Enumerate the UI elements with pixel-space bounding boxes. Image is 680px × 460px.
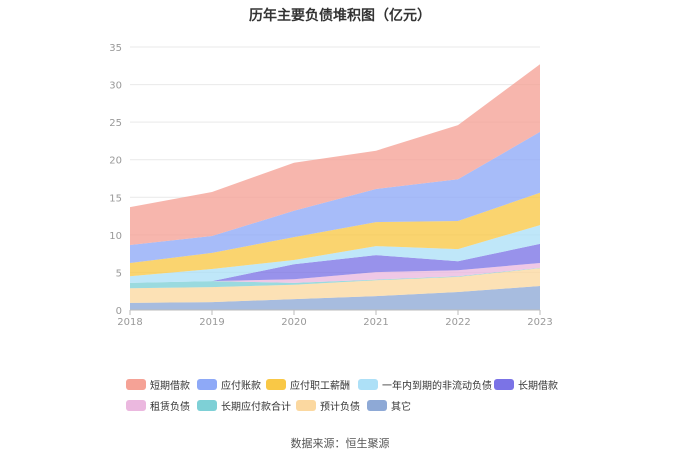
series-area-3 (130, 225, 540, 283)
legend-swatch (126, 399, 146, 411)
legend-item-accounts-payable[interactable]: 应付账款 (197, 377, 261, 392)
y-tick-label: 30 (109, 81, 122, 92)
legend-label: 租赁负债 (150, 401, 190, 413)
y-tick-label: 10 (109, 231, 122, 242)
series-area-8 (130, 286, 540, 310)
series-area-4 (130, 243, 540, 283)
series-area-2 (130, 192, 540, 277)
legend-swatch (266, 378, 286, 390)
legend-item-long-term-payables[interactable]: 长期应付款合计 (197, 398, 291, 413)
series-area-7 (130, 268, 540, 303)
y-tick-label: 15 (109, 193, 122, 204)
legend-swatch (358, 378, 378, 390)
series-area-1 (130, 131, 540, 263)
series-area-5 (130, 263, 540, 283)
legend-swatch (296, 399, 316, 411)
legend-label: 短期借款 (150, 380, 190, 392)
legend-swatch (126, 378, 146, 390)
y-tick-label: 0 (116, 306, 122, 317)
legend-label: 长期借款 (518, 380, 558, 392)
y-tick-label: 5 (116, 268, 122, 279)
x-tick-label: 2020 (281, 317, 306, 328)
series-area-6 (130, 267, 540, 289)
legend-label: 应付职工薪酬 (290, 380, 350, 392)
series-area-0 (130, 64, 540, 245)
data-source-note: 数据来源：恒生聚源 (290, 437, 390, 450)
legend-label: 一年内到期的非流动负债 (382, 380, 492, 392)
legend-label: 预计负债 (320, 401, 360, 413)
y-tick-label: 35 (109, 43, 122, 54)
legend-swatch (197, 399, 217, 411)
legend-item-other[interactable]: 其它 (367, 398, 411, 413)
legend-item-long-term-loans[interactable]: 长期借款 (494, 377, 558, 392)
y-tick-label: 25 (109, 118, 122, 129)
legend-item-payroll-payable[interactable]: 应付职工薪酬 (266, 377, 350, 392)
legend-item-short-term-loans[interactable]: 短期借款 (126, 377, 190, 392)
stacked-area-chart: 2018 2019 2020 2021 2022 2023 0 5 10 15 20 25 30 35 (109, 43, 552, 328)
legend-item-lease-liabilities[interactable]: 租赁负债 (126, 398, 190, 413)
legend-label: 其它 (391, 401, 411, 413)
legend-item-provisions[interactable]: 预计负债 (296, 398, 360, 413)
legend-swatch (367, 399, 387, 411)
legend-swatch (494, 378, 514, 390)
legend-label: 应付账款 (221, 380, 261, 392)
x-tick-label: 2021 (363, 317, 388, 328)
x-tick-label: 2023 (527, 317, 552, 328)
x-tick-label: 2019 (199, 317, 224, 328)
x-tick-label: 2022 (445, 317, 470, 328)
chart-title: 历年主要负债堆积图（亿元） (249, 8, 431, 24)
legend-swatch (197, 378, 217, 390)
y-tick-label: 20 (109, 156, 122, 167)
x-tick-label: 2018 (117, 317, 142, 328)
legend-item-current-portion-noncurrent[interactable]: 一年内到期的非流动负债 (358, 377, 492, 392)
legend-label: 长期应付款合计 (221, 401, 291, 413)
